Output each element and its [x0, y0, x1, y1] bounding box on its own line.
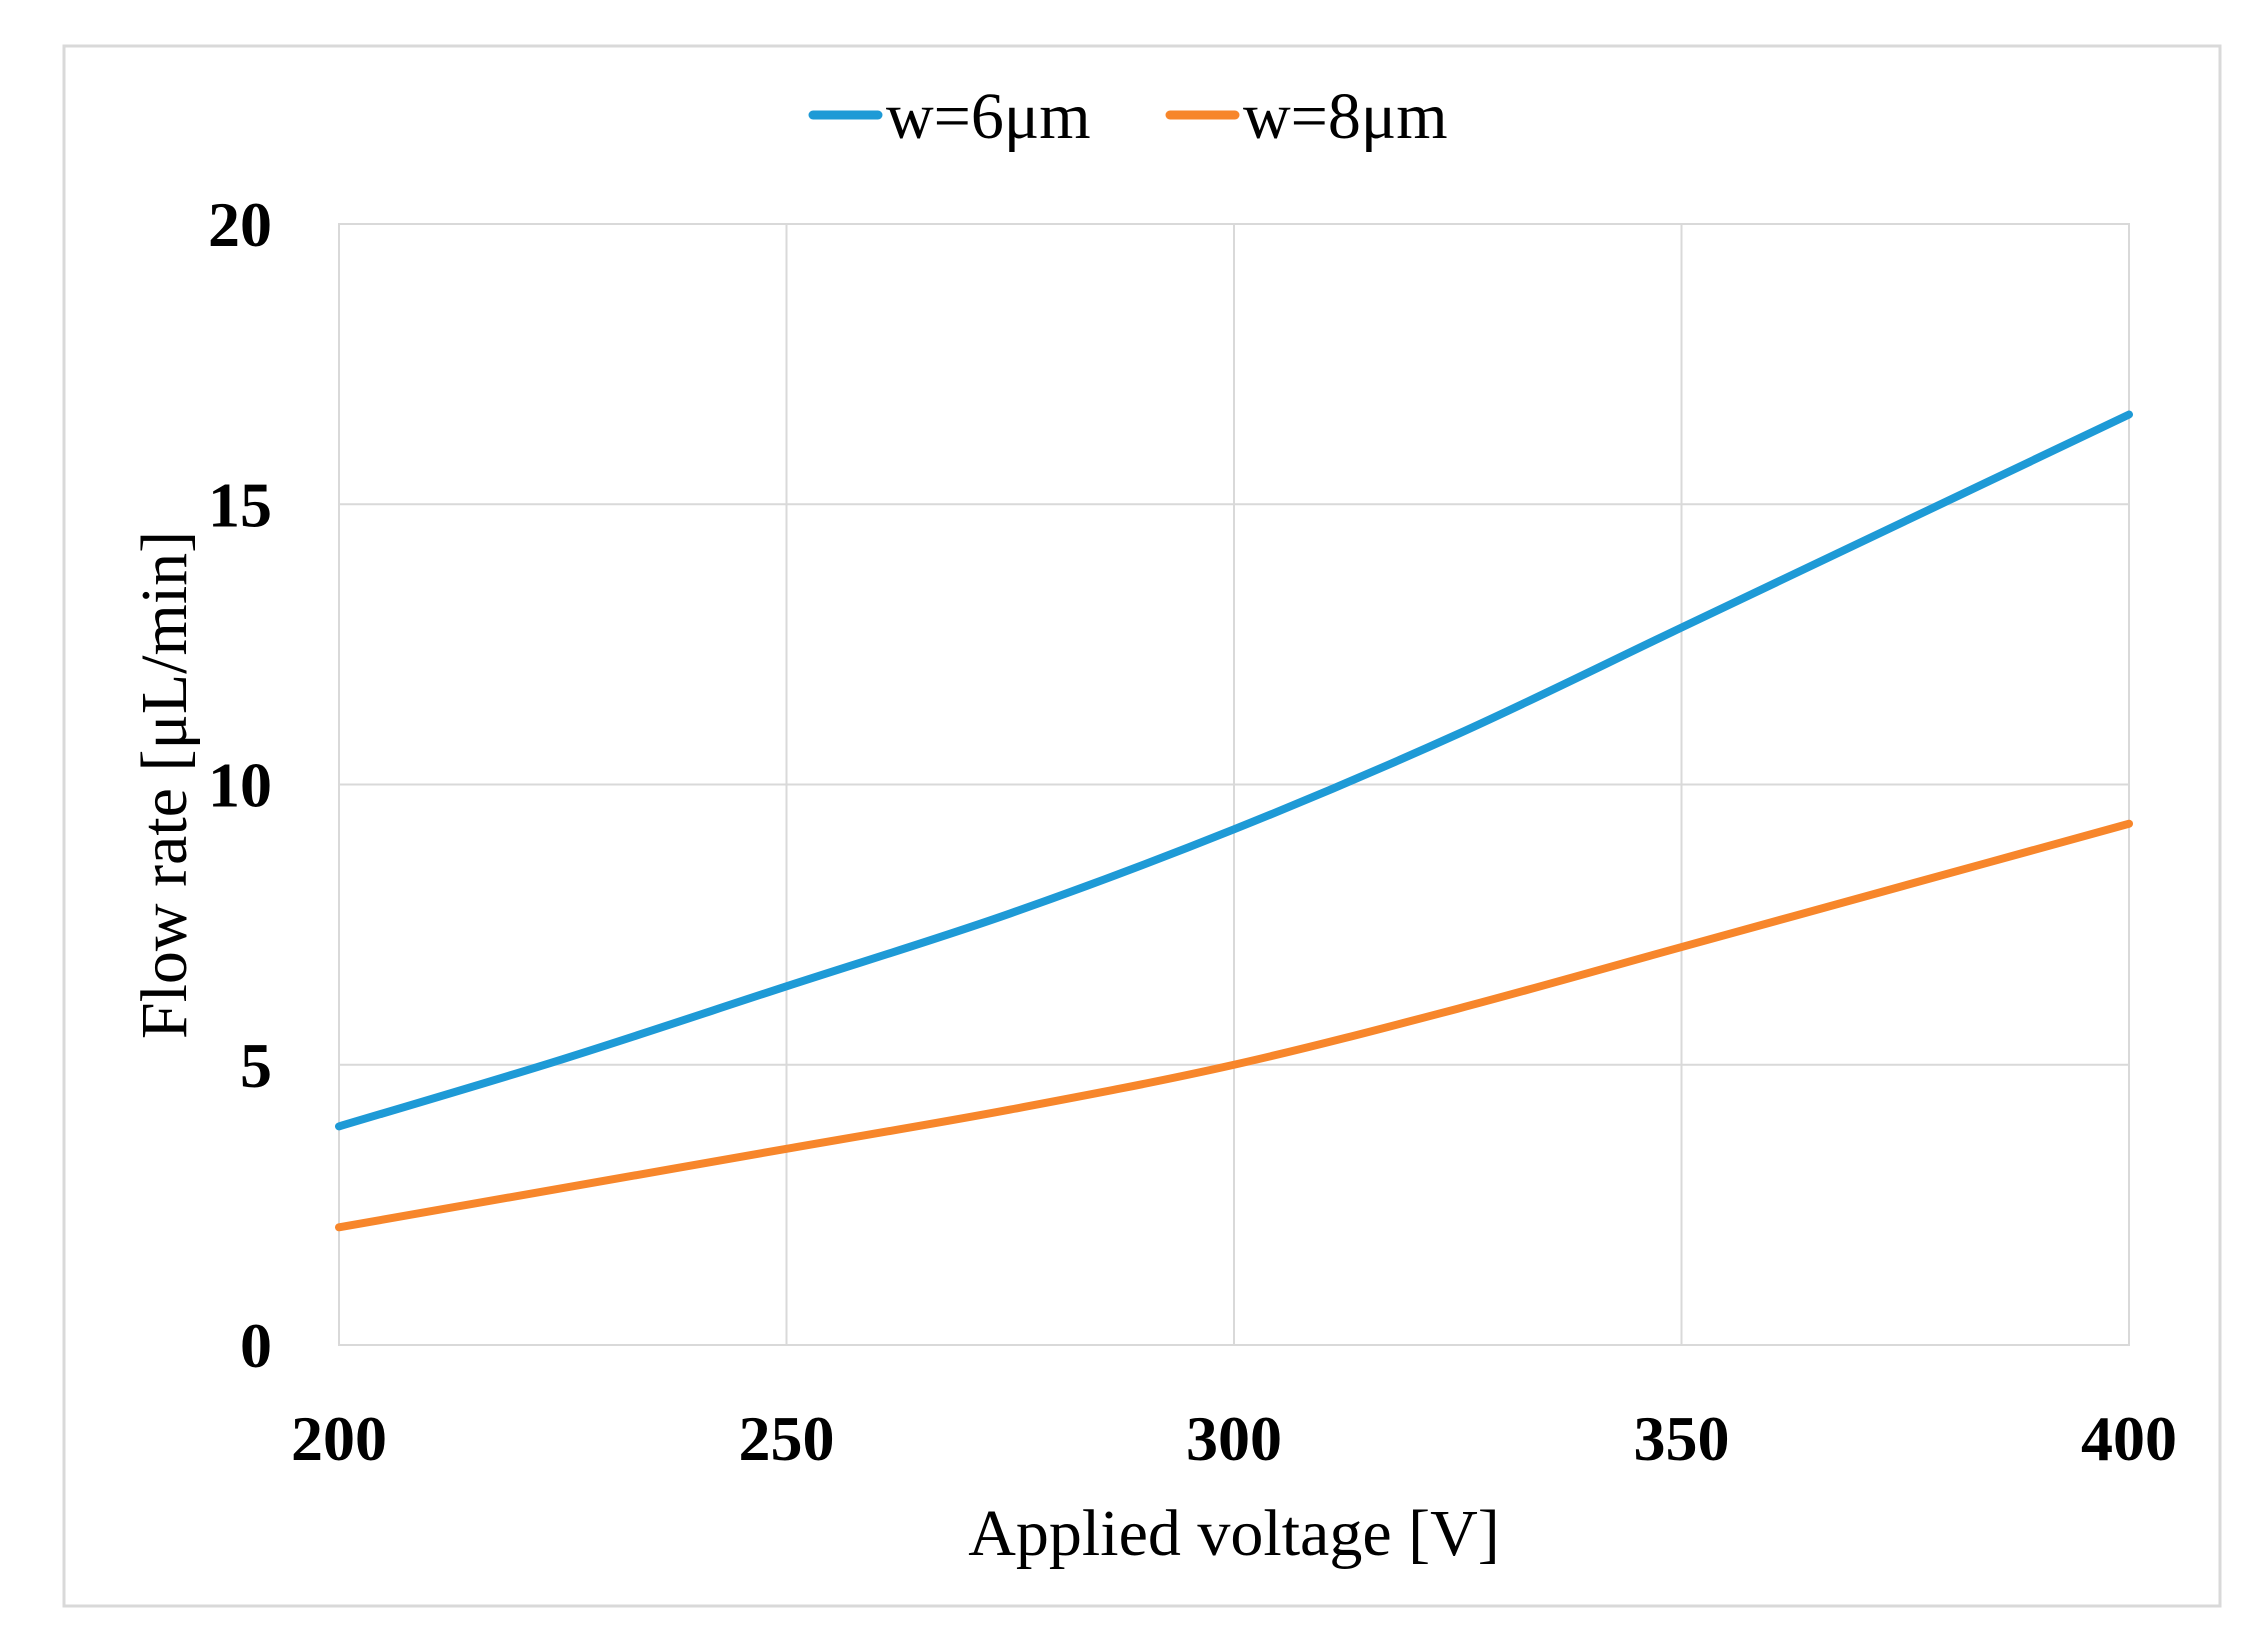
- y-tick-label: 5: [240, 1030, 272, 1101]
- y-axis-ticks: 0 5 10 15 20: [208, 189, 272, 1381]
- series-line-w6: [335, 410, 2133, 1131]
- y-tick-label: 0: [240, 1310, 272, 1381]
- legend-label-w8: w=8μm: [1243, 80, 1448, 153]
- x-axis-ticks: 200 250 300 350 400: [291, 1403, 2177, 1474]
- plot-area-border: [338, 223, 2130, 1346]
- legend: w=6μm w=8μm: [808, 80, 1448, 153]
- y-tick-label: 20: [208, 189, 272, 260]
- x-tick-label: 250: [739, 1403, 835, 1474]
- x-tick-label: 400: [2081, 1403, 2177, 1474]
- x-tick-label: 200: [291, 1403, 387, 1474]
- y-tick-label: 15: [208, 469, 272, 540]
- x-tick-label: 300: [1186, 1403, 1282, 1474]
- chart-frame: [62, 44, 2222, 1608]
- legend-label-w6: w=6μm: [886, 80, 1091, 153]
- x-tick-label: 350: [1634, 1403, 1730, 1474]
- x-axis-title: Applied voltage [V]: [968, 1497, 1500, 1570]
- series-layer: [335, 410, 2133, 1232]
- series-line-w8: [335, 819, 2133, 1232]
- y-axis-title: Flow rate [μL/min]: [128, 531, 201, 1039]
- y-tick-label: 10: [208, 750, 272, 821]
